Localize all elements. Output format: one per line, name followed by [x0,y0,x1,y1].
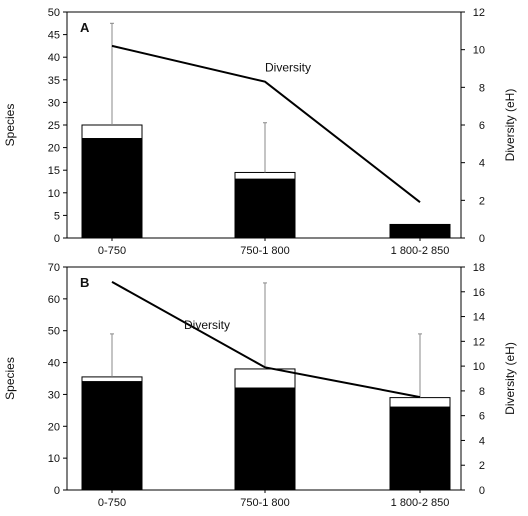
y-tick-label: 50 [48,7,60,19]
y-right-tick-label: 0 [479,233,485,245]
bar-species-segment [234,387,296,491]
bar-total-segment [81,376,143,383]
y-tick-label: 10 [48,453,60,465]
y-tick-label: 10 [48,188,60,200]
y-axis-label: Species [3,357,17,400]
y-right-tick-label: 18 [473,262,485,274]
y-right-tick-label: 0 [479,485,485,497]
y-tick-label: 45 [48,30,60,42]
y-right-tick-label: 6 [479,120,485,132]
x-tick-label: 750-1 800 [240,245,290,257]
bar-total-segment [234,171,296,180]
bar-total-segment [389,397,451,408]
bar-species-segment [389,223,451,239]
bar-total-segment [81,124,143,140]
y-right-tick-label: 8 [479,386,485,398]
bar-species-segment [234,178,296,239]
x-tick-label: 0-750 [98,245,126,257]
y-tick-label: 40 [48,52,60,64]
y-right-axis-label: Diversity (eH) [503,89,517,162]
x-tick-label: 0-750 [98,497,126,509]
y-axis-label: Species [3,104,17,147]
y-right-tick-label: 4 [479,435,485,447]
y-tick-label: 35 [48,75,60,87]
diversity-annotation: Diversity [265,61,311,75]
y-tick-label: 50 [48,326,60,338]
bar-species-segment [81,138,143,239]
y-right-tick-label: 8 [479,82,485,94]
y-tick-label: 25 [48,120,60,132]
y-tick-label: 5 [54,210,60,222]
y-tick-label: 30 [48,97,60,109]
x-tick-label: 750-1 800 [240,497,290,509]
y-right-tick-label: 6 [479,411,485,423]
y-tick-label: 70 [48,262,60,274]
y-right-tick-label: 2 [479,195,485,207]
y-tick-label: 0 [54,485,60,497]
y-tick-label: 60 [48,294,60,306]
diversity-annotation: Diversity [184,318,230,332]
panel-label: A [80,20,90,35]
y-tick-label: 15 [48,165,60,177]
y-tick-label: 20 [48,143,60,155]
x-tick-label: 1 800-2 850 [391,497,450,509]
y-tick-label: 40 [48,358,60,370]
y-tick-label: 30 [48,389,60,401]
x-tick-label: 1 800-2 850 [391,245,450,257]
y-tick-label: 20 [48,421,60,433]
y-right-axis-label: Diversity (eH) [503,342,517,415]
y-right-tick-label: 12 [473,7,485,19]
y-right-tick-label: 14 [473,312,485,324]
bar-species-segment [389,406,451,491]
y-right-tick-label: 10 [473,361,485,373]
y-right-tick-label: 12 [473,336,485,348]
y-tick-label: 0 [54,233,60,245]
y-right-tick-label: 10 [473,45,485,57]
y-right-tick-label: 2 [479,460,485,472]
y-right-tick-label: 4 [479,158,485,170]
panel-label: B [80,275,89,290]
bar-species-segment [81,381,143,491]
y-right-tick-label: 16 [473,287,485,299]
